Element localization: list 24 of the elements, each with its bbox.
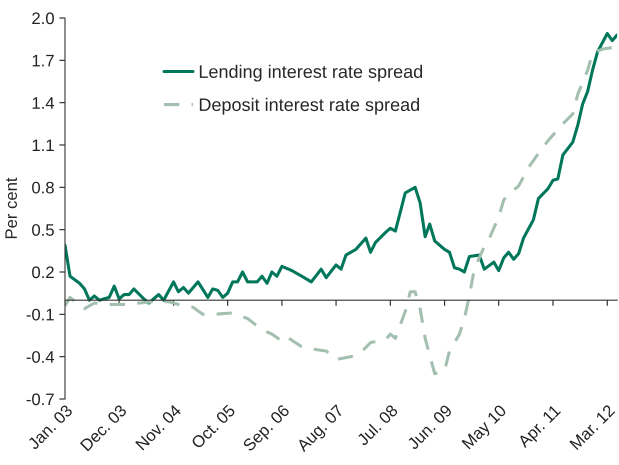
x-tick-label: Oct. 05 [190,404,236,450]
y-tick-label: 1.1 [32,140,54,152]
line-series [65,32,618,305]
x-tick-label: Dec. 03 [80,404,128,452]
x-tick-label: Apr. 11 [516,404,564,451]
x-tick-label: Jun. 09 [406,404,453,450]
y-tick-label: 0.2 [32,266,54,278]
x-tick-label: Mar. 12 [569,404,616,450]
x-tick-label: Sep. 06 [242,404,292,454]
x-tick-label: May 10 [461,404,510,452]
y-tick-label: -0.7 [26,393,54,406]
legend-label: Lending interest rate spread [200,64,422,82]
y-tick-label: 1.7 [32,54,54,66]
y-tick-label: -0.4 [26,351,54,363]
y-tick-label: 2.0 [32,12,54,24]
x-tick-label: Jul. 08 [356,404,398,446]
y-tick-label: -0.1 [26,308,54,321]
legend-label: Deposit interest rate spread [200,98,420,115]
y-tick-label: 0.8 [32,182,54,194]
y-tick-label: 0.5 [32,224,54,236]
y-axis-title: Per cent [5,178,18,238]
x-tick-label: Aug. 07 [296,404,346,455]
y-tick-label: 1.4 [32,97,54,109]
x-tick-label: Nov. 04 [135,404,182,451]
